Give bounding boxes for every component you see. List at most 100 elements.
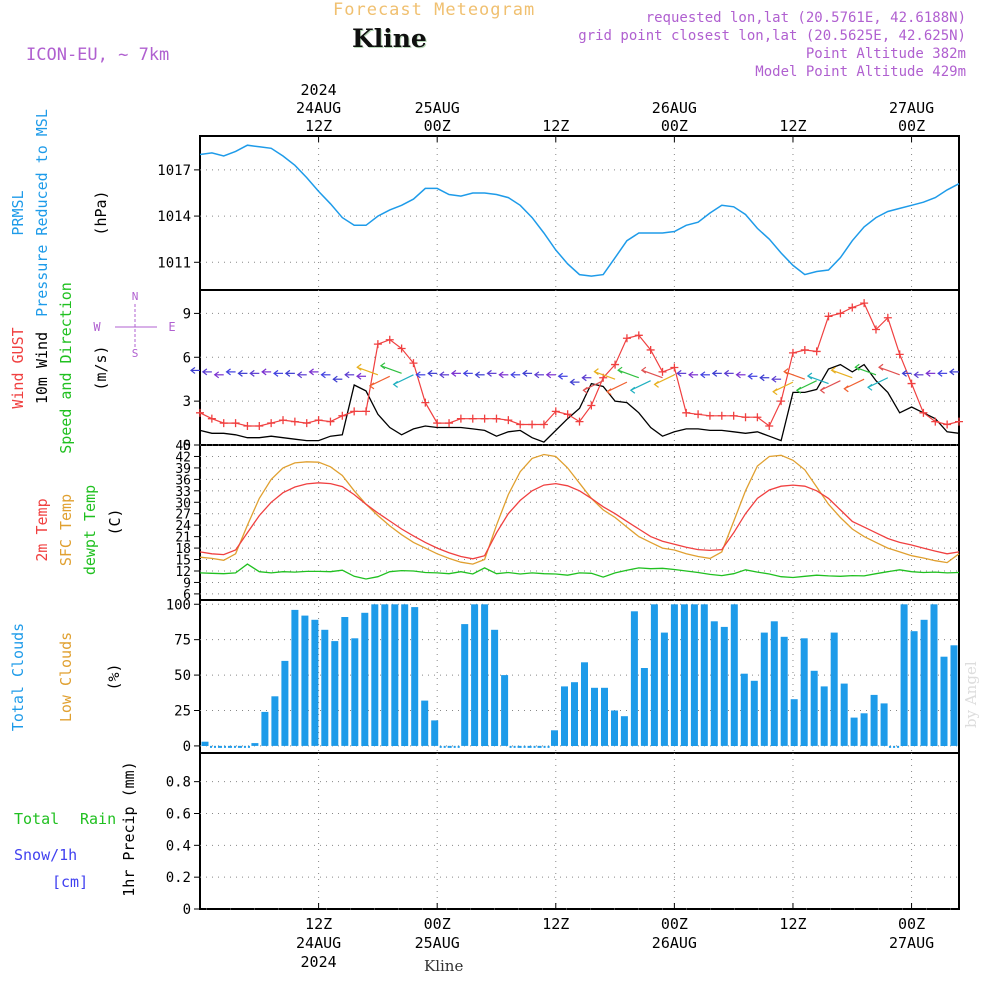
- cloud-bar: [750, 680, 758, 746]
- wind-arrow-head: [606, 388, 612, 396]
- precip-unit: 1hr Precip (mm): [120, 761, 138, 896]
- wind-arrow-head: [249, 369, 255, 377]
- y-tick-label: 0.8: [166, 775, 191, 791]
- cloud-bar: [620, 716, 628, 746]
- gust-marker: [670, 363, 679, 372]
- cloud-bar: [680, 604, 688, 746]
- pressure-label: Pressure Reduced to MSL: [33, 109, 51, 317]
- y-tick-label: 42: [175, 450, 191, 465]
- wind-arrow-head: [772, 388, 778, 396]
- cloud-bar: [820, 686, 828, 746]
- cloud-bar: [760, 632, 768, 746]
- gust-marker: [907, 379, 916, 388]
- gust-marker: [694, 410, 703, 419]
- temp-2m-line: [199, 482, 960, 560]
- time-label-top: 12Z: [542, 117, 569, 135]
- cloud-bar: [201, 741, 209, 746]
- cloud-bar: [281, 660, 289, 746]
- y-tick-label: 1017: [157, 163, 191, 179]
- low-clouds-label: Low Clouds: [57, 632, 75, 722]
- time-label-bottom: 00Z: [424, 915, 451, 933]
- wind-direction-arrow: [594, 371, 616, 380]
- wind-arrow-head: [427, 369, 433, 377]
- wind-arrow-head: [462, 369, 469, 377]
- cloud-bar: [261, 711, 269, 746]
- y-tick-label: 36: [175, 473, 191, 488]
- cloud-bar: [391, 604, 399, 746]
- wind-direction-arrow: [878, 366, 900, 376]
- y-tick-label: 33: [175, 485, 191, 500]
- cloud-bar: [860, 713, 868, 746]
- pressure-line: [199, 144, 960, 277]
- gust-marker: [326, 417, 335, 426]
- y-tick-label: 0: [183, 902, 191, 918]
- compass-east: E: [168, 320, 175, 334]
- gust-marker: [788, 348, 797, 357]
- gust-marker: [895, 350, 904, 359]
- wind-arrow-head: [308, 368, 314, 376]
- wind-direction-arrow: [606, 381, 628, 393]
- cloud-bar: [770, 621, 778, 746]
- gust-marker: [314, 416, 323, 425]
- gust-marker: [338, 411, 347, 420]
- y-tick-label: 0: [183, 438, 191, 454]
- temp-2m-label: 2m Temp: [33, 498, 51, 561]
- gust-marker: [528, 420, 537, 429]
- cloud-bar: [730, 604, 738, 746]
- cloud-bar: [650, 604, 658, 746]
- footer-location: Kline: [424, 957, 464, 975]
- y-tick-label: 0.4: [166, 838, 191, 854]
- time-label-bottom: 27AUG: [889, 934, 934, 952]
- wind-arrow-head: [284, 369, 291, 377]
- wind-direction-arrow: [772, 381, 794, 393]
- cloud-bar: [341, 617, 349, 746]
- gust-marker: [207, 414, 216, 423]
- wind-arrow-head: [522, 369, 528, 377]
- wind-arrow-head: [273, 369, 279, 377]
- y-tick-label: 25: [174, 704, 191, 720]
- cloud-bar: [251, 743, 259, 746]
- wind-arrow-head: [581, 374, 587, 382]
- gust-marker: [682, 408, 691, 417]
- wind-arrow-head: [878, 363, 884, 371]
- cloud-bar: [850, 717, 858, 746]
- wind-direction-arrow: [783, 371, 806, 380]
- cloud-bar: [870, 694, 878, 746]
- gust-marker: [658, 367, 667, 376]
- time-label-bottom: 25AUG: [415, 934, 460, 952]
- wind-arrow-head: [759, 374, 765, 382]
- cloud-bar: [301, 615, 309, 746]
- cloud-bar: [381, 604, 389, 746]
- time-label-top: 26AUG: [652, 99, 697, 117]
- wind-arrow-head: [545, 371, 552, 379]
- precip-legend-unit: [cm]: [52, 873, 88, 891]
- y-tick-label: 3: [183, 394, 191, 410]
- wind-direction-arrow: [369, 375, 391, 387]
- wind-arrow-head: [510, 371, 516, 379]
- cloud-bar: [411, 607, 419, 746]
- cloud-bar: [930, 604, 938, 746]
- cloud-bar: [660, 632, 668, 746]
- gust-marker: [563, 410, 572, 419]
- cloud-bar: [800, 638, 808, 746]
- gust-marker: [836, 309, 845, 318]
- gust-marker: [717, 411, 726, 420]
- time-label-top: 00Z: [661, 117, 688, 135]
- pressure-unit: (hPa): [92, 190, 110, 235]
- y-tick-label: 0: [183, 739, 191, 755]
- y-tick-label: 30: [175, 496, 191, 511]
- wind-arrow-head: [901, 369, 907, 377]
- y-tick-label: 9: [183, 306, 191, 322]
- wind-direction-arrow: [630, 380, 651, 391]
- gust-marker: [279, 416, 288, 425]
- cloud-bar: [291, 609, 299, 746]
- wind-arrow-head: [819, 386, 825, 394]
- gust-marker: [397, 344, 406, 353]
- wind-arrow-head: [867, 383, 873, 391]
- wind-arrow-head: [925, 369, 931, 377]
- gust-marker: [729, 411, 738, 420]
- gust-marker: [539, 420, 548, 429]
- gust-marker: [421, 398, 430, 407]
